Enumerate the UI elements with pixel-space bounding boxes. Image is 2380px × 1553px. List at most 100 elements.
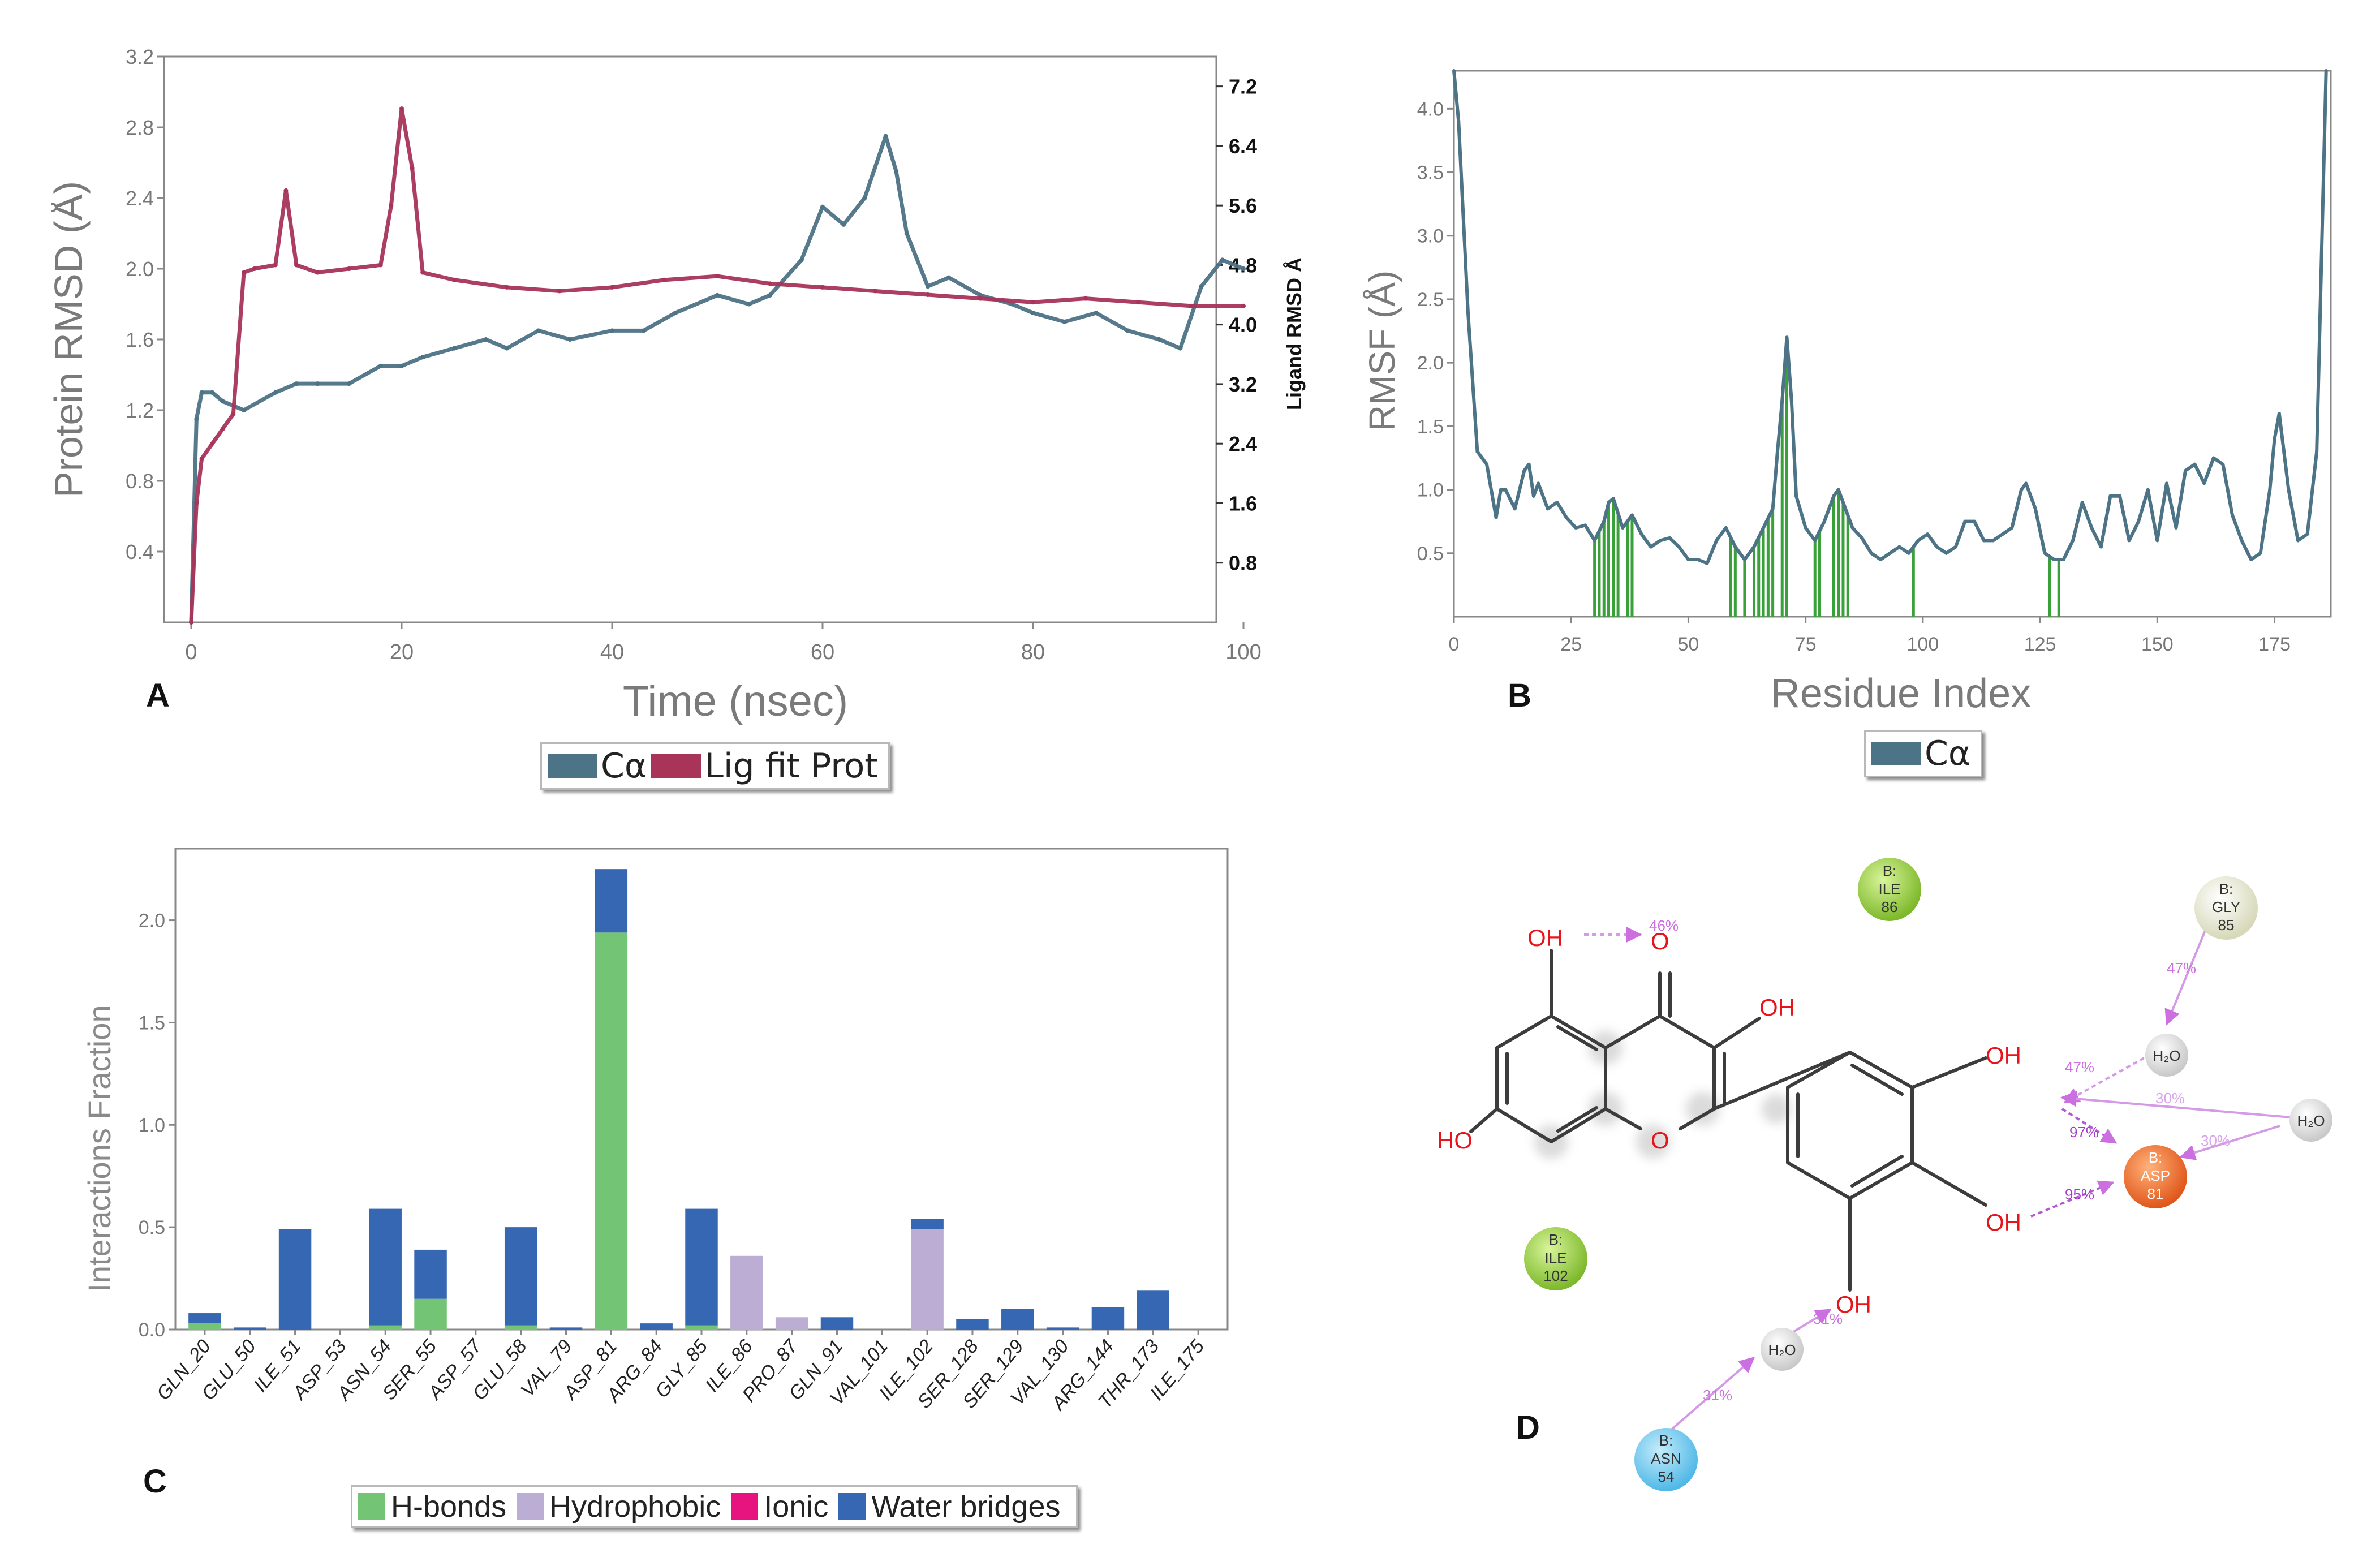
panel-a-point-0-32	[946, 275, 952, 280]
panel-a-point-0-36	[1062, 319, 1067, 324]
residue-ile86-num: 86	[1882, 898, 1898, 915]
panel-c-bar-ser_55-0	[414, 1298, 447, 1330]
legend-c-item-ionic: Ionic	[731, 1489, 828, 1524]
atom-oh-5prime: OH	[1836, 1291, 1871, 1318]
panel-a-x-tick-label-3: 60	[811, 640, 834, 664]
panel-a-point-0-40	[1178, 346, 1183, 351]
panel-b-point-36	[1752, 545, 1756, 549]
panel-a-point-0-10	[378, 363, 383, 368]
panel-c-bar-glu_50-3	[234, 1327, 266, 1330]
panel-c-bar-ser_129-3	[1001, 1309, 1034, 1330]
panel-a-y-tick-label-5: 2.4	[126, 187, 154, 210]
panel-b-point-18	[1593, 539, 1596, 543]
residue-ile86-name: ILE	[1878, 880, 1900, 897]
legend-a-item-ca: Cα	[548, 746, 647, 786]
panel-b-point-98	[2287, 488, 2291, 492]
panel-b-point-10	[1527, 462, 1531, 466]
legend-a-item-lig: Lig fit Prot	[651, 746, 878, 786]
legend-a-label-ca: Cα	[601, 746, 647, 786]
panel-a-point-1-27	[926, 292, 930, 298]
panel-c-bar-ser_128-3	[956, 1319, 989, 1330]
residue-gly85-name: GLY	[2212, 898, 2240, 915]
panel-b-point-12	[1537, 481, 1540, 485]
legend-c-item-water: Water bridges	[838, 1489, 1060, 1524]
panel-b-x-tick-label-6: 150	[2141, 634, 2174, 655]
panel-b-y-tick-label-7: 4.0	[1417, 98, 1444, 120]
panel-b-point-100	[2305, 532, 2309, 536]
legend-c-swatch-hydrophobic	[517, 1493, 544, 1520]
panel-a-point-0-7	[294, 381, 299, 386]
panel-b-point-71	[2043, 551, 2047, 555]
panel-b-point-80	[2127, 539, 2131, 543]
panel-c-bar-asp_81-0	[595, 932, 628, 1330]
panel-a-point-1-23	[715, 274, 720, 279]
legend-a-swatch-ca	[548, 754, 597, 778]
panel-c-y-tick-label-1: 0.5	[139, 1217, 165, 1238]
panel-a-y2-tick-label-7: 6.4	[1229, 135, 1257, 158]
panel-c-y-tick-label-4: 2.0	[139, 910, 165, 932]
panel-c-bar-glu_58-0	[504, 1325, 537, 1330]
panel-a-x-tick-label-1: 20	[390, 640, 414, 664]
panel-b-point-67	[2010, 526, 2014, 530]
panel-a-point-0-29	[894, 169, 899, 174]
panel-b-point-23	[1630, 513, 1634, 517]
panel-b-point-74	[2071, 539, 2075, 543]
panel-b-x-axis-label: Residue Index	[1771, 671, 2031, 716]
panel-a-y-tick-label-1: 0.8	[126, 470, 154, 493]
panel-a-y2-tick-label-8: 7.2	[1229, 75, 1257, 98]
panel-b-point-87	[2193, 462, 2197, 466]
panel-b-legend: Cα	[1864, 730, 1983, 777]
panel-b-point-33	[1724, 526, 1728, 530]
atom-oh-5: OH	[1527, 924, 1563, 951]
legend-c-label-ionic: Ionic	[764, 1490, 829, 1524]
panel-b-x-tick-label-1: 25	[1560, 634, 1582, 655]
panel-b-point-99	[2296, 539, 2300, 543]
panel-a-point-0-41	[1199, 284, 1204, 289]
residue-ile102-name: ILE	[1544, 1249, 1566, 1266]
panel-c-bar-gly_85-0	[685, 1325, 718, 1330]
atom-oh-3: OH	[1759, 994, 1795, 1021]
panel-c-bar-arg_84-3	[640, 1323, 673, 1330]
panel-b-point-47	[1832, 494, 1836, 498]
panel-c-bar-glu_58-3	[504, 1227, 537, 1326]
residue-asn54: B: ASN 54	[1634, 1428, 1698, 1491]
panel-a-y2-tick-label-1: 1.6	[1229, 492, 1257, 515]
water-2: H₂O	[2289, 1099, 2332, 1142]
panel-a-point-0-30	[904, 231, 909, 236]
panel-b-point-93	[2249, 558, 2253, 562]
panel-c-y-axis-label: Interactions Fraction	[81, 1005, 117, 1292]
pct-31-a: 31%	[1813, 1310, 1843, 1327]
hbond-lines	[1584, 927, 2292, 1435]
residue-ile86: B: ILE 86	[1858, 858, 1921, 921]
panel-b-point-39	[1775, 450, 1779, 454]
panel-b-x-tick-label-0: 0	[1449, 634, 1460, 655]
panel-a-x-tick-label-2: 40	[600, 640, 624, 664]
panel-b-point-60	[1944, 551, 1948, 555]
panel-b-point-31	[1705, 561, 1709, 565]
panel-a-y2-tick-label-0: 0.8	[1229, 552, 1257, 575]
panel-b-point-3	[1475, 450, 1479, 454]
panel-a-point-1-16	[410, 166, 415, 171]
panel-c-chart: 0.00.51.01.52.0GLN_20GLU_50ILE_51ASP_53A…	[81, 848, 1229, 1415]
panel-b-point-53	[1879, 558, 1883, 562]
panel-a-point-1-7	[252, 266, 257, 271]
atom-oh-3prime: OH	[1986, 1042, 2021, 1069]
panel-a-point-0-18	[610, 328, 614, 333]
panel-b-point-75	[2080, 501, 2084, 505]
panel-a-point-1-8	[273, 263, 278, 268]
panel-b-point-28	[1677, 545, 1681, 549]
panel-a-point-0-8	[315, 381, 320, 386]
panel-b-point-61	[1953, 545, 1957, 549]
panel-c-bar-val_79-3	[549, 1327, 583, 1330]
panel-b-point-81	[2137, 519, 2141, 523]
legend-b-swatch-ca	[1871, 742, 1921, 765]
panel-a-point-1-2	[199, 456, 204, 461]
panel-b-point-94	[2258, 551, 2262, 555]
panel-a-point-0-39	[1157, 337, 1162, 342]
panel-a-point-0-25	[820, 204, 825, 209]
panel-a-point-1-24	[768, 281, 772, 286]
panel-b-point-59	[1935, 545, 1939, 549]
pct-97: 97%	[2069, 1124, 2099, 1141]
panel-b-point-7	[1504, 488, 1508, 492]
panel-b-y-tick-label-2: 1.5	[1417, 416, 1444, 437]
